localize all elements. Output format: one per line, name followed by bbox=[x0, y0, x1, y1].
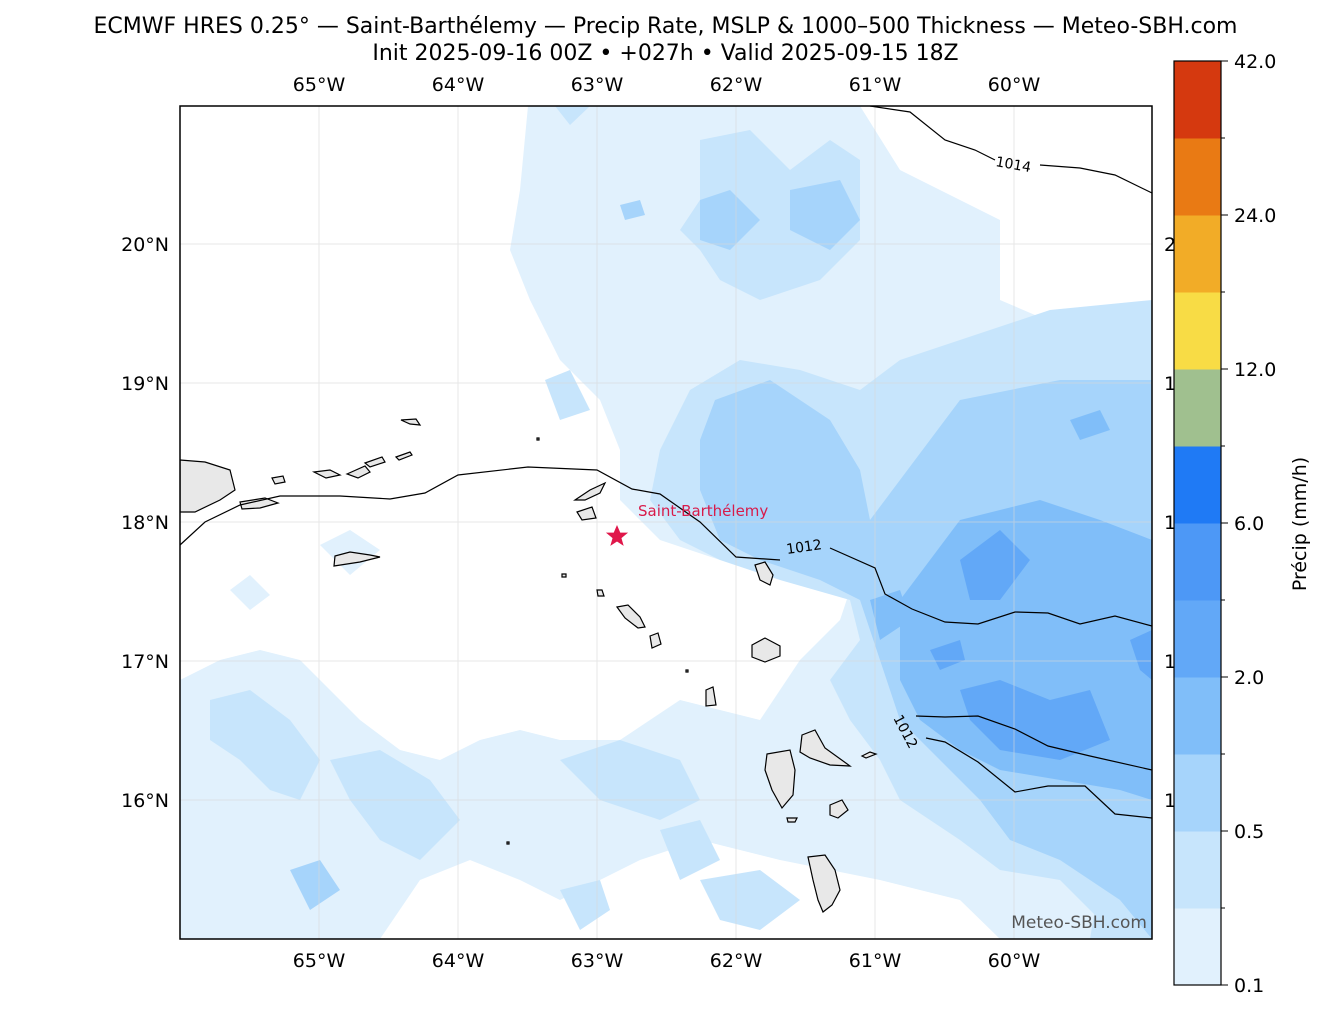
dominica-coast bbox=[807, 854, 841, 913]
isobar-1012-south bbox=[915, 715, 1152, 819]
montserrat-coast bbox=[705, 686, 717, 707]
clipped-label: 1 bbox=[1164, 512, 1176, 534]
colorbar-block bbox=[1174, 677, 1221, 755]
colorbar-block bbox=[1174, 292, 1221, 370]
colorbar-tick-label: 12.0 bbox=[1234, 359, 1276, 381]
colorbar-block bbox=[1174, 138, 1221, 216]
lat-label: 19°N bbox=[121, 373, 169, 395]
nevis-coast bbox=[649, 632, 662, 649]
isobars bbox=[180, 106, 1152, 819]
isobar-1012-north bbox=[180, 466, 1152, 627]
colorbar-tick-label: 6.0 bbox=[1234, 513, 1264, 535]
map-subtitle: Init 2025-09-16 00Z • +027h • Valid 2025… bbox=[372, 41, 959, 66]
les-saintes-coast bbox=[786, 817, 798, 823]
colorbar-tick-label: 24.0 bbox=[1234, 205, 1276, 227]
anegada-coast bbox=[400, 418, 422, 426]
clipped-label: 1 bbox=[1164, 790, 1176, 812]
st-eustatius-coast bbox=[596, 589, 605, 597]
antigua-coast bbox=[751, 637, 781, 663]
st-croix-coast bbox=[333, 551, 381, 567]
colorbar-block bbox=[1174, 61, 1221, 139]
aves-coast bbox=[506, 841, 510, 845]
clipped-label: 1 bbox=[1164, 373, 1176, 395]
virgin-islands-coast-4 bbox=[394, 451, 413, 461]
barbuda-coast bbox=[754, 561, 774, 586]
clipped-label: 2 bbox=[1164, 234, 1176, 256]
colorbar-tick-label: 0.5 bbox=[1234, 821, 1264, 843]
gridlines bbox=[180, 106, 1152, 939]
guadeloupe-basse-terre-coast bbox=[764, 749, 796, 810]
colorbar-block bbox=[1174, 446, 1221, 524]
lon-label-top: 62°W bbox=[710, 74, 763, 96]
marie-galante-coast bbox=[829, 799, 849, 819]
coastlines bbox=[180, 418, 878, 913]
colorbar-tick-label: 42.0 bbox=[1234, 51, 1276, 73]
colorbar-blocks bbox=[1174, 61, 1221, 986]
st-kitts-coast bbox=[615, 604, 646, 629]
vieques-coast bbox=[239, 497, 280, 510]
lon-label-bottom: 62°W bbox=[710, 950, 763, 972]
lon-label-top: 63°W bbox=[571, 74, 624, 96]
colorbar-title: Précip (mm/h) bbox=[1289, 457, 1311, 591]
anguilla-coast bbox=[573, 481, 607, 501]
colorbar-block bbox=[1174, 369, 1221, 447]
isobar-1014 bbox=[869, 106, 1152, 194]
lon-labels-top: 65°W 64°W 63°W 62°W 61°W 60°W bbox=[293, 74, 1041, 96]
colorbar-block bbox=[1174, 908, 1221, 986]
map-title: ECMWF HRES 0.25° — Saint-Barthélemy — Pr… bbox=[93, 14, 1238, 39]
clipped-label: 1 bbox=[1164, 651, 1176, 673]
lon-label-top: 65°W bbox=[293, 74, 346, 96]
redonda-coast bbox=[685, 669, 689, 673]
saint-martin-coast bbox=[576, 506, 597, 521]
colorbar-block bbox=[1174, 600, 1221, 678]
lon-label-bottom: 64°W bbox=[432, 950, 485, 972]
colorbar: 42.0 24.0 12.0 6.0 2.0 0.5 0.1 Précip (m… bbox=[1173, 51, 1311, 997]
map-frame bbox=[179, 105, 1153, 940]
lon-label-bottom: 61°W bbox=[849, 950, 902, 972]
colorbar-tick-label: 2.0 bbox=[1234, 667, 1264, 689]
colorbar-ticks bbox=[1221, 60, 1228, 986]
culebra-coast bbox=[271, 475, 286, 485]
saba-coast bbox=[561, 573, 567, 578]
lon-label-top: 60°W bbox=[988, 74, 1041, 96]
colorbar-tick-label: 0.1 bbox=[1234, 975, 1264, 997]
lon-label-top: 64°W bbox=[432, 74, 485, 96]
lon-label-bottom: 63°W bbox=[571, 950, 624, 972]
guadeloupe-grande-terre-coast bbox=[799, 729, 853, 767]
lon-labels-bottom: 65°W 64°W 63°W 62°W 61°W 60°W bbox=[293, 950, 1041, 972]
isobar-label-1012-north: 1012 bbox=[785, 537, 823, 558]
location-label: Saint-Barthélemy bbox=[638, 502, 768, 520]
isobar-label-1014: 1014 bbox=[994, 154, 1032, 176]
colorbar-block bbox=[1174, 523, 1221, 601]
virgin-islands-coast-1 bbox=[311, 469, 342, 479]
watermark: Meteo-SBH.com bbox=[1011, 913, 1147, 933]
location-star-marker bbox=[605, 524, 629, 546]
virgin-islands-coast-2 bbox=[345, 465, 371, 479]
colorbar-block bbox=[1174, 215, 1221, 293]
lat-labels-left: 20°N 19°N 18°N 17°N 16°N bbox=[121, 234, 169, 812]
precip-layer-5 bbox=[930, 530, 1152, 760]
virgin-islands-coast-3 bbox=[363, 456, 386, 468]
lat-label: 17°N bbox=[121, 651, 169, 673]
colorbar-block bbox=[1174, 754, 1221, 832]
clipped-right-labels: 2 1 1 1 1 bbox=[1164, 234, 1176, 812]
map-plot-area: 1014 1012 1012 Saint-Barthélemy Meteo-SB… bbox=[180, 106, 1152, 939]
sombrero-coast bbox=[536, 437, 540, 441]
lon-label-top: 61°W bbox=[849, 74, 902, 96]
lat-label: 16°N bbox=[121, 790, 169, 812]
lat-label: 18°N bbox=[121, 512, 169, 534]
lat-label: 20°N bbox=[121, 234, 169, 256]
colorbar-block bbox=[1174, 831, 1221, 909]
lon-label-bottom: 65°W bbox=[293, 950, 346, 972]
la-desirade-coast bbox=[860, 751, 878, 759]
puerto-rico-coast bbox=[180, 459, 236, 513]
lon-label-bottom: 60°W bbox=[988, 950, 1041, 972]
